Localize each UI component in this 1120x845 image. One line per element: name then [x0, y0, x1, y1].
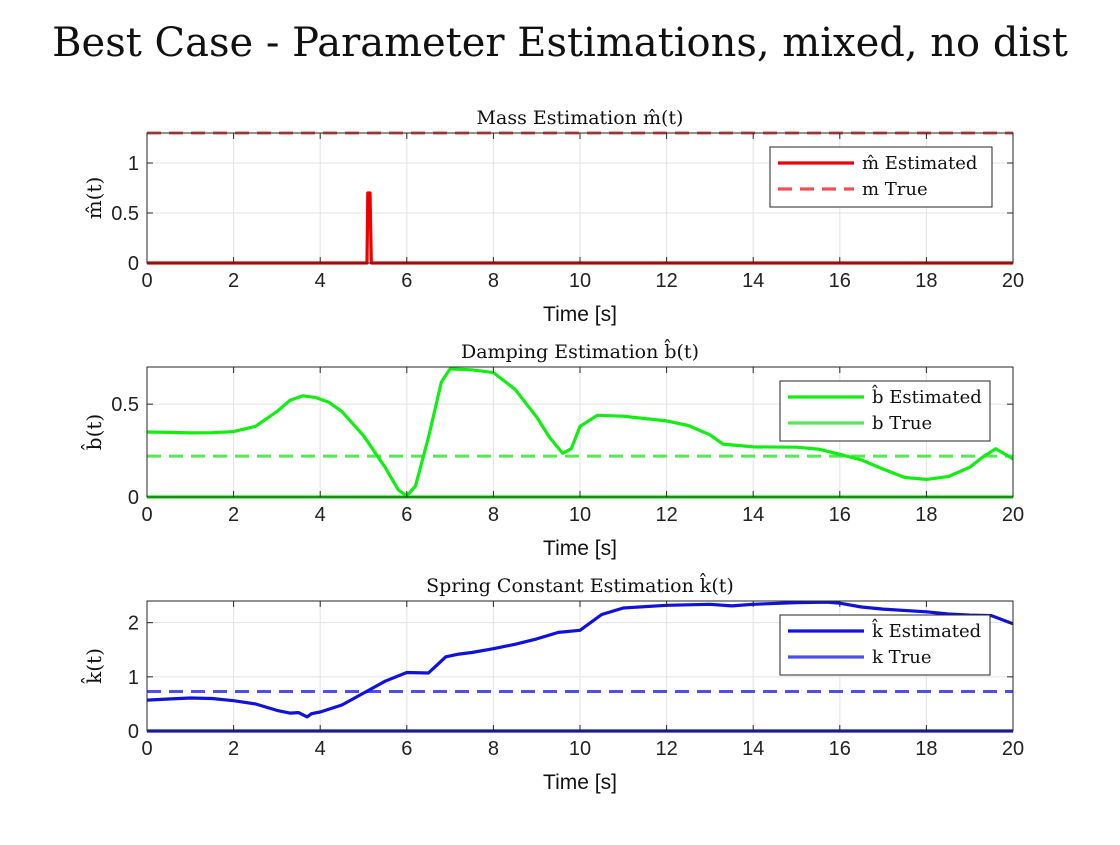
- subplot-mass: 0 2 4 6 8 10 12 14 16 18 20 0 0.5 1 Mass Estimation m̂…: [82, 107, 1024, 326]
- subplot-title: Mass Estimation m̂(t): [477, 107, 684, 129]
- legend-box: [769, 146, 993, 208]
- x-tick-label: 12: [655, 738, 677, 760]
- y-tick-label: 0: [128, 721, 139, 743]
- legend-entry: b̂ Estimated: [871, 383, 981, 408]
- y-tick-label: 0.5: [111, 394, 139, 416]
- x-tick-label: 8: [488, 270, 499, 292]
- legend-entry: k True: [872, 647, 931, 668]
- x-tick-label: 10: [569, 504, 591, 526]
- x-tick-label: 14: [742, 270, 764, 292]
- legend: m̂ Estimated m True: [769, 146, 993, 208]
- x-tick-label: 4: [315, 270, 326, 292]
- subplot-title: Damping Estimation b̂(t): [461, 338, 699, 363]
- x-tick-label: 4: [315, 738, 326, 760]
- x-tick-label: 10: [569, 738, 591, 760]
- y-tick-label: 2: [128, 613, 139, 635]
- x-axis-label: Time [s]: [543, 771, 617, 794]
- legend-box: [779, 614, 991, 676]
- x-tick-label: 6: [401, 504, 412, 526]
- x-tick-label: 16: [829, 738, 851, 760]
- series-line-estimated: [147, 600, 1013, 719]
- legend-entry: b True: [872, 413, 932, 434]
- x-tick-label: 6: [401, 270, 412, 292]
- x-tick-label: 0: [141, 738, 152, 760]
- legend: k̂ Estimated k True: [779, 614, 991, 676]
- x-tick-label: 12: [655, 504, 677, 526]
- x-tick-label: 0: [141, 270, 152, 292]
- x-tick-label: 0: [141, 504, 152, 526]
- legend-entry: m̂ Estimated: [862, 153, 977, 174]
- x-tick-label: 12: [655, 270, 677, 292]
- legend-box: [779, 380, 991, 442]
- x-tick-label: 4: [315, 504, 326, 526]
- x-tick-label: 20: [1002, 504, 1024, 526]
- x-tick-label: 16: [829, 504, 851, 526]
- x-tick-label: 18: [915, 504, 937, 526]
- y-tick-label: 0.5: [111, 203, 139, 225]
- x-tick-label: 10: [569, 270, 591, 292]
- x-tick-label: 14: [742, 738, 764, 760]
- y-tick-label: 1: [128, 667, 139, 689]
- x-axis-label: Time [s]: [543, 537, 617, 560]
- subplot-damping: 0 2 4 6 8 10 12 14 16 18 20 0 0.5 Damping Estimation …: [80, 338, 1024, 560]
- x-tick-label: 18: [915, 738, 937, 760]
- x-tick-label: 2: [228, 504, 239, 526]
- series-line-estimated: [147, 367, 1013, 498]
- x-tick-label: 6: [401, 738, 412, 760]
- x-tick-label: 18: [915, 270, 937, 292]
- x-tick-label: 8: [488, 504, 499, 526]
- subplot-title: Spring Constant Estimation k̂(t): [426, 572, 734, 597]
- y-tick-label: 0: [128, 487, 139, 509]
- x-tick-label: 2: [228, 270, 239, 292]
- x-tick-label: 8: [488, 738, 499, 760]
- legend-entry: k̂ Estimated: [871, 617, 981, 642]
- legend-entry: m True: [862, 179, 928, 200]
- legend: b̂ Estimated b True: [779, 380, 991, 442]
- figure-title: Best Case - Parameter Estimations, mixed…: [52, 20, 1068, 66]
- x-axis-label: Time [s]: [543, 303, 617, 326]
- y-axis-label: m̂(t): [82, 177, 106, 220]
- y-axis-label: k̂(t): [80, 648, 106, 685]
- x-tick-label: 2: [228, 738, 239, 760]
- x-tick-label: 20: [1002, 738, 1024, 760]
- y-tick-label: 1: [128, 153, 139, 175]
- y-tick-label: 0: [128, 253, 139, 275]
- x-tick-label: 14: [742, 504, 764, 526]
- x-tick-label: 20: [1002, 270, 1024, 292]
- x-tick-label: 16: [829, 270, 851, 292]
- y-axis-label: b̂(t): [80, 414, 106, 451]
